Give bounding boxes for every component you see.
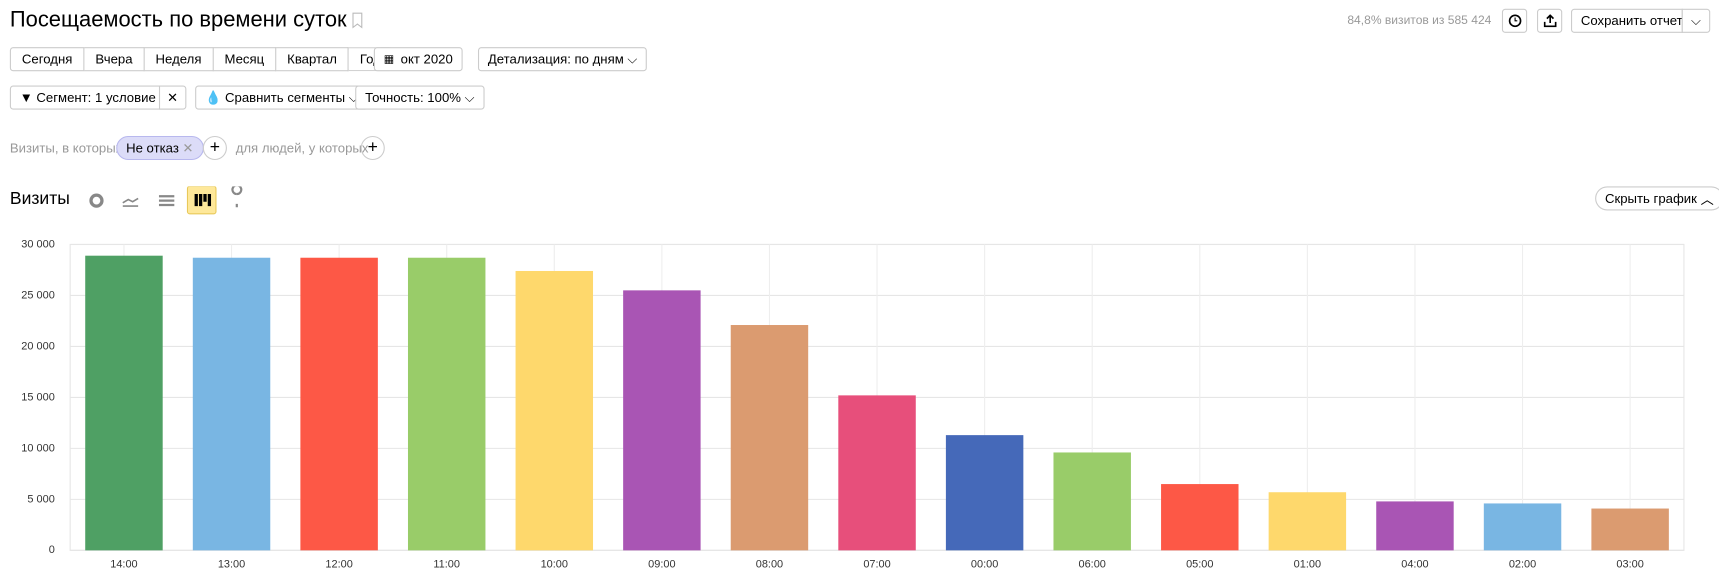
line-icon[interactable] (122, 197, 139, 207)
date-label: окт 2020 (400, 51, 453, 67)
segment-button[interactable]: ▼ Сегмент: 1 условие ⌵ (9, 85, 180, 110)
save-button[interactable]: Сохранить отчет (1570, 8, 1683, 33)
period-button[interactable]: Месяц (213, 47, 277, 72)
detail-label: Детализация: по дням (487, 51, 624, 67)
compare-label: Сравнить сегменты (225, 89, 346, 106)
date-button[interactable]: ▦ окт 2020 (373, 47, 463, 72)
map-icon[interactable] (231, 186, 243, 208)
add-people-filter[interactable]: + (360, 135, 385, 161)
x-tick-label: 10:00 (541, 558, 568, 570)
y-tick-label: 30 000 (21, 238, 55, 250)
y-tick-label: 20 000 (21, 340, 55, 352)
filter-people: для людей, у которых (235, 140, 369, 156)
bar (192, 257, 271, 551)
x-tick-label: 05:00 (1186, 558, 1213, 570)
bar (85, 255, 163, 551)
bar (1483, 503, 1562, 551)
filter-prefix: Визиты, в которых (9, 140, 123, 156)
bar (1591, 508, 1669, 551)
tag-remove[interactable]: ✕ (182, 140, 194, 156)
area-icon[interactable] (158, 195, 175, 207)
accuracy-label: Точность: 100% (365, 89, 461, 106)
bar (838, 395, 916, 551)
y-tick-label: 5 000 (27, 493, 54, 505)
period-group: Сегодня Вчера Неделя Месяц Квартал Год (9, 47, 393, 72)
bar (945, 435, 1024, 551)
y-tick-label: 25 000 (21, 289, 55, 301)
filter-tag-label: Не отказ (126, 140, 179, 156)
period-button[interactable]: Квартал (276, 47, 349, 72)
x-tick-label: 14:00 (110, 558, 137, 570)
bar (1161, 484, 1239, 551)
x-tick-label: 07:00 (863, 558, 890, 570)
x-tick-label: 13:00 (218, 558, 245, 570)
export-button[interactable] (1537, 8, 1563, 33)
compare-button[interactable]: 💧 Сравнить сегменты ⌵ (195, 85, 369, 110)
accuracy-button[interactable]: Точность: 100% ⌵ (355, 85, 485, 110)
segment-clear[interactable]: ✕ (158, 85, 187, 110)
x-tick-label: 03:00 (1616, 558, 1643, 570)
y-tick-label: 10 000 (21, 442, 55, 454)
hide-chart-button[interactable]: Скрыть график ︿ (1595, 186, 1719, 211)
chart-type-switcher (89, 186, 243, 215)
clock-icon (1508, 14, 1521, 28)
period-button[interactable]: Неделя (144, 47, 214, 72)
y-tick-label: 15 000 (21, 391, 55, 403)
chart: 0 5 000 10 000 15 000 20 000 25 000 30 000 14:0… (21, 238, 1685, 570)
export-icon (1543, 14, 1556, 28)
metric-title: Визиты (9, 189, 70, 209)
bar (623, 290, 701, 551)
bookmark-icon[interactable] (351, 12, 364, 30)
x-tick-label: 01:00 (1294, 558, 1321, 570)
page-title: Посещаемость по времени суток (9, 7, 347, 32)
x-tick-label: 06:00 (1078, 558, 1105, 570)
filter-tag[interactable]: Не отказ ✕ (116, 135, 204, 161)
x-tick-label: 00:00 (971, 558, 998, 570)
bar (407, 257, 486, 551)
x-tick-label: 12:00 (325, 558, 352, 570)
y-tick-label: 0 (49, 544, 55, 556)
period-button[interactable]: Сегодня (9, 47, 85, 72)
bar (515, 270, 594, 551)
segment-label: Сегмент: 1 условие (36, 89, 156, 106)
bar (1268, 492, 1347, 551)
detail-button[interactable]: Детализация: по дням ⌵ (477, 47, 648, 72)
bar (1053, 452, 1131, 551)
x-tick-label: 04:00 (1401, 558, 1428, 570)
bar (300, 257, 378, 551)
add-visit-filter[interactable]: + (202, 135, 227, 161)
history-button[interactable] (1501, 8, 1528, 33)
save-menu[interactable]: ⌵ (1681, 8, 1711, 33)
bar (730, 325, 809, 551)
period-button[interactable]: Вчера (84, 47, 145, 72)
calendar-icon: ▦ (383, 53, 395, 66)
x-tick-label: 02:00 (1509, 558, 1536, 570)
pie-icon[interactable] (89, 193, 104, 208)
x-tick-label: 09:00 (648, 558, 675, 570)
stats: 84,8% визитов из 585 424 (1347, 14, 1492, 28)
bar (1376, 501, 1454, 551)
x-tick-label: 08:00 (756, 558, 783, 570)
hide-chart-label: Скрыть график (1604, 190, 1697, 207)
x-tick-label: 11:00 (433, 558, 460, 570)
